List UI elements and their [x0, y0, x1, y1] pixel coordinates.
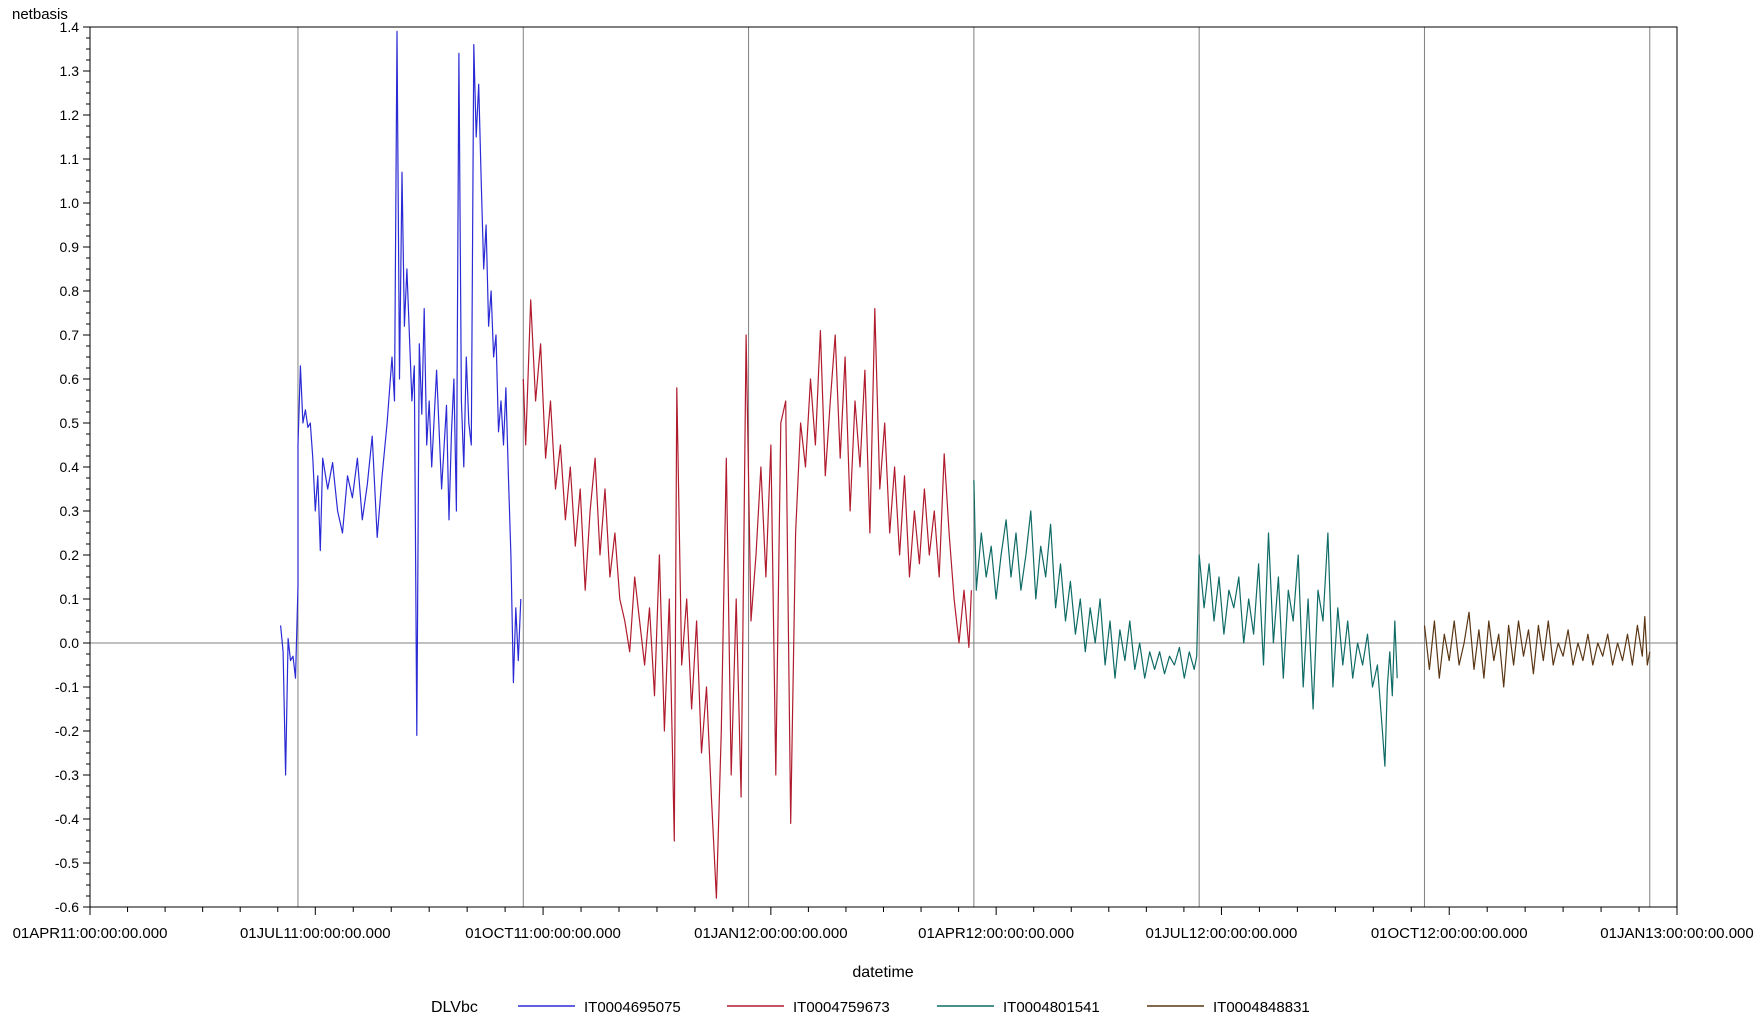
series-line-IT0004759673	[522, 299, 972, 899]
legend-label: IT0004801541	[1003, 999, 1100, 1016]
y-tick-label: 0.5	[60, 415, 80, 431]
y-tick-label: 1.4	[60, 19, 80, 35]
y-tick-label: 1.3	[60, 63, 80, 79]
x-tick-label: 01JUL11:00:00:00.000	[240, 925, 391, 942]
y-axis: 1.4 1.3 1.2 1.1 1.0 0.9 0.8 0.7 0.6 0.5 0.4 0.3 0.2 0…	[55, 19, 90, 915]
y-tick-label: 1.0	[60, 195, 80, 211]
x-tick-label: 01APR12:00:00:00.000	[918, 925, 1074, 942]
x-axis-title: datetime	[852, 964, 913, 981]
legend: DLVbc IT0004695075 IT0004759673 IT00048015…	[431, 999, 1310, 1016]
x-axis: 01APR11:00:00:00.000 01JUL11:00:00:00.000…	[13, 907, 1754, 942]
x-tick-label: 01APR11:00:00:00.000	[13, 925, 168, 942]
legend-label: IT0004848831	[1213, 999, 1310, 1016]
legend-label: IT0004695075	[584, 999, 681, 1016]
legend-title: DLVbc	[431, 999, 478, 1016]
y-axis-title: netbasis	[12, 6, 68, 23]
y-tick-label: 0.6	[60, 371, 80, 387]
y-tick-label: -0.3	[55, 767, 79, 783]
y-tick-label: 0.2	[60, 547, 80, 563]
y-tick-label: 0.1	[60, 591, 80, 607]
x-tick-label: 01JUL12:00:00:00.000	[1146, 925, 1298, 942]
y-tick-label: 0.9	[60, 239, 80, 255]
y-tick-label: -0.5	[55, 855, 79, 871]
y-tick-label: 1.2	[60, 107, 80, 123]
y-tick-label: -0.4	[55, 811, 79, 827]
legend-label: IT0004759673	[793, 999, 890, 1016]
y-tick-label: 0.4	[60, 459, 80, 475]
x-tick-label: 01OCT11:00:00:00.000	[465, 925, 621, 942]
series-line-IT0004801541	[973, 480, 1398, 767]
y-tick-label: 1.1	[60, 151, 80, 167]
reference-lines	[90, 27, 1677, 907]
y-tick-label: 0.0	[60, 635, 80, 651]
y-tick-label: -0.6	[55, 899, 79, 915]
series-line-IT0004848831	[1423, 611, 1651, 688]
plot-series	[280, 30, 1651, 899]
x-tick-label: 01JAN13:00:00:00.000	[1600, 925, 1753, 942]
y-tick-label: -0.1	[55, 679, 79, 695]
y-tick-label: -0.2	[55, 723, 79, 739]
x-tick-label: 01JAN12:00:00:00.000	[694, 925, 847, 942]
y-tick-label: 0.7	[60, 327, 80, 343]
plot-frame	[89, 26, 1678, 908]
series-line-IT0004695075	[280, 30, 522, 776]
y-tick-label: 0.3	[60, 503, 80, 519]
y-tick-label: 0.8	[60, 283, 80, 299]
x-tick-label: 01OCT12:00:00:00.000	[1371, 925, 1528, 942]
